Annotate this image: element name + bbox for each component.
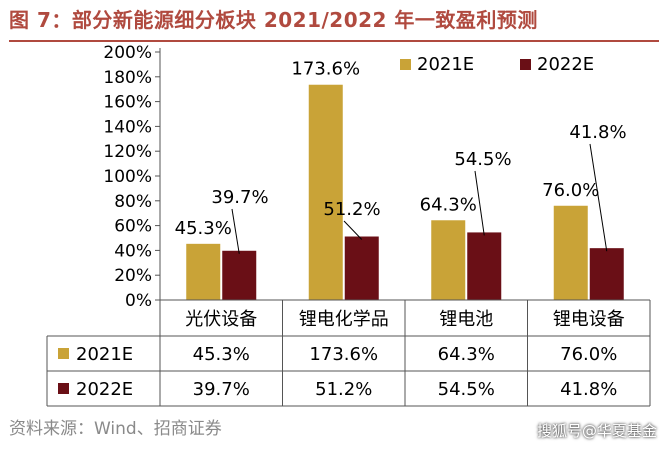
watermark: 搜狐号@华夏基金 xyxy=(536,422,657,440)
x-tick-label: 锂电化学品 xyxy=(299,309,389,330)
table-cell-2022E-2: 54.5% xyxy=(438,379,495,400)
leader-line xyxy=(231,208,240,254)
data-label-2022E-0: 39.7% xyxy=(211,187,268,208)
data-label-2022E-2: 54.5% xyxy=(454,149,511,170)
table-row-label-2021E: 2021E xyxy=(76,344,133,365)
bar-2021E-2 xyxy=(431,220,466,300)
data-label-2021E-3: 76.0% xyxy=(542,180,599,201)
legend-swatch-2021E xyxy=(400,59,411,70)
leader-line xyxy=(343,220,363,240)
y-tick-label: 100% xyxy=(103,167,152,187)
table-cell-2021E-0: 45.3% xyxy=(193,344,250,365)
data-label-2021E-1: 173.6% xyxy=(291,59,360,80)
y-tick-label: 0% xyxy=(125,291,152,311)
bar-2022E-3 xyxy=(589,248,624,300)
leader-line xyxy=(589,143,608,252)
y-tick-label: 160% xyxy=(103,93,152,113)
legend-swatch-2022E xyxy=(520,59,531,70)
data-label-2021E-0: 45.3% xyxy=(175,218,232,239)
bar-2022E-1 xyxy=(344,236,379,300)
y-tick-label: 60% xyxy=(114,217,152,237)
chart-title: 图 7：部分新能源细分板块 2021/2022 年一致盈利预测 xyxy=(9,8,538,32)
table-row-label-2022E: 2022E xyxy=(76,379,133,400)
data-label-2022E-1: 51.2% xyxy=(323,199,380,220)
bar-2021E-3 xyxy=(553,205,588,300)
table-cell-2022E-3: 41.8% xyxy=(560,379,617,400)
y-tick-label: 120% xyxy=(103,142,152,162)
bar-2022E-2 xyxy=(467,232,502,300)
x-tick-label: 光伏设备 xyxy=(185,309,257,330)
bar-2021E-1 xyxy=(308,84,343,301)
leader-line xyxy=(474,170,485,236)
x-tick-label: 锂电池 xyxy=(439,309,493,330)
legend-label-2022E: 2022E xyxy=(537,54,594,75)
table-cell-2021E-2: 64.3% xyxy=(438,344,495,365)
table-cell-2022E-1: 51.2% xyxy=(315,379,372,400)
y-tick-label: 80% xyxy=(114,192,152,212)
table-cell-2022E-0: 39.7% xyxy=(193,379,250,400)
data-label-2022E-3: 41.8% xyxy=(569,122,626,143)
y-tick-label: 180% xyxy=(103,68,152,88)
title-divider xyxy=(9,40,659,42)
y-tick-label: 140% xyxy=(103,117,152,137)
legend-label-2021E: 2021E xyxy=(417,54,474,75)
table-swatch-2022E xyxy=(58,383,69,394)
y-tick-label: 200% xyxy=(103,43,152,63)
data-label-2021E-2: 64.3% xyxy=(420,194,477,215)
bar-2021E-0 xyxy=(186,243,221,300)
y-tick-label: 20% xyxy=(114,266,152,286)
bar-chart: 0% 20% 40% 60% 80% 100% 120% 140% 160% 180% 200% 45… xyxy=(46,43,651,407)
source-note: 资料来源：Wind、招商证券 xyxy=(9,419,222,439)
y-tick-label: 40% xyxy=(114,241,152,261)
table-cell-2021E-3: 76.0% xyxy=(560,344,617,365)
table-swatch-2021E xyxy=(58,348,69,359)
bar-2022E-0 xyxy=(222,250,257,300)
x-tick-label: 锂电设备 xyxy=(553,309,625,330)
table-cell-2021E-1: 173.6% xyxy=(309,344,378,365)
